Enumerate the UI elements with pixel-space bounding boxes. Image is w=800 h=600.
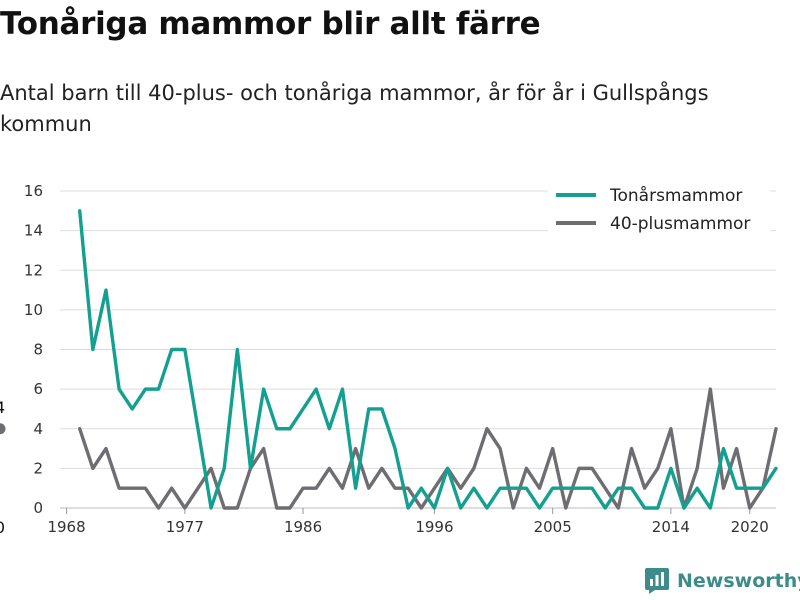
x-tick-label: 1968 [47, 518, 85, 536]
x-tick-label: 1996 [415, 518, 453, 536]
x-tick-label: 1986 [284, 518, 322, 536]
x-tick-label: 2014 [652, 518, 690, 536]
y-tick-label: 0 [33, 499, 43, 517]
chart-title: Tonåriga mammor blir allt färre [0, 6, 541, 42]
x-tick-label: 2020 [731, 518, 769, 536]
y-tick-label: 14 [24, 222, 43, 240]
y-tick-label: 6 [33, 380, 43, 398]
end-label-tonarsmammor: 0 [0, 518, 5, 537]
y-tick-label: 12 [24, 261, 43, 279]
brand: Newsworthy [645, 568, 800, 594]
x-tick-label: 2005 [534, 518, 572, 536]
brand-name: Newsworthy [677, 570, 800, 592]
newsworthy-logo-icon [645, 568, 669, 594]
end-label-40-plusmammor: 4 [0, 398, 5, 417]
series-line-40-plusmammor [78, 387, 778, 510]
y-tick-label: 16 [24, 182, 43, 200]
y-tick-label: 8 [33, 341, 43, 359]
y-tick-label: 2 [33, 459, 43, 477]
end-point-40-plusmammor [0, 423, 6, 435]
chart-subtitle: Antal barn till 40-plus- och tonåriga ma… [0, 81, 709, 136]
y-tick-label: 4 [33, 420, 43, 438]
x-tick-label: 1977 [166, 518, 204, 536]
legend-background [548, 176, 770, 236]
legend-label-tonårsmammor: Tonårsmammor [609, 185, 742, 206]
legend-label-40-plusmammor: 40-plusmammor [610, 214, 750, 234]
series-line-tonårsmammor [78, 209, 778, 510]
y-tick-label: 10 [24, 301, 43, 319]
